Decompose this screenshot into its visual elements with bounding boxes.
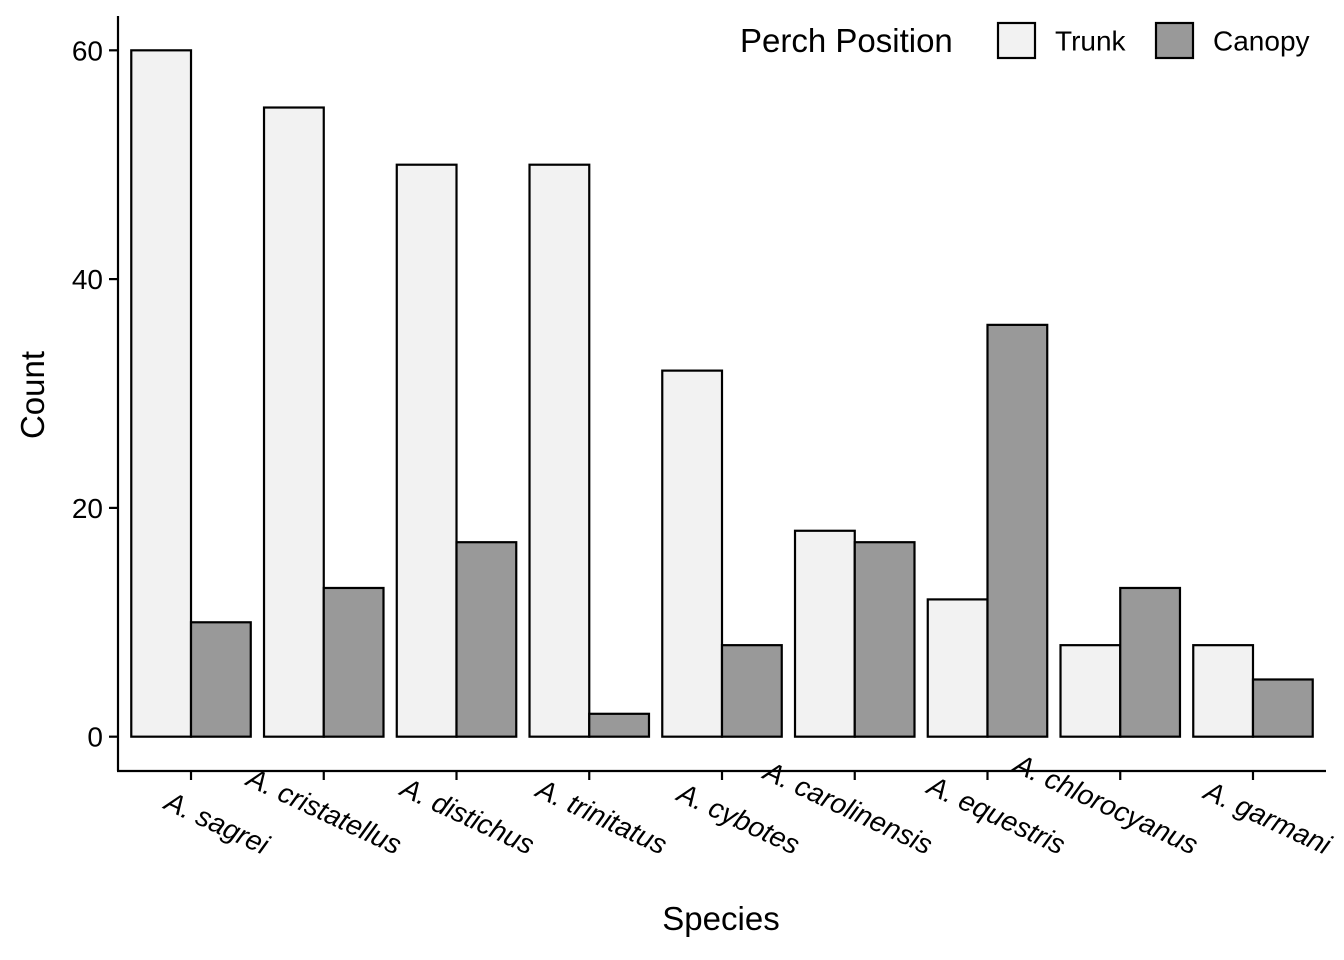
y-tick-label: 0 (87, 722, 103, 753)
y-tick-label: 20 (72, 493, 103, 524)
y-tick-label: 40 (72, 264, 103, 295)
legend-label-canopy: Canopy (1213, 26, 1310, 57)
bar-canopy-2 (455, 541, 518, 738)
legend-key-trunk (996, 21, 1037, 60)
legend-key-canopy (1154, 21, 1195, 60)
bar-canopy-4 (720, 644, 783, 738)
bar-trunk-7 (1059, 644, 1122, 738)
y-tick-label: 60 (72, 35, 103, 66)
bars-layer (130, 49, 1314, 738)
bar-trunk-0 (130, 49, 193, 738)
bar-trunk-3 (528, 163, 591, 738)
legend: Perch Position Trunk Canopy (740, 21, 1310, 60)
legend-title: Perch Position (740, 22, 953, 59)
x-tick-label: A. trinitatus (530, 772, 672, 860)
bar-canopy-8 (1251, 678, 1314, 738)
bar-canopy-5 (853, 541, 916, 738)
bar-canopy-1 (322, 586, 385, 738)
bar-trunk-4 (661, 369, 724, 738)
y-ticks: 0 20 40 60 (72, 35, 118, 753)
bar-trunk-8 (1192, 644, 1255, 738)
legend-items: Trunk Canopy (996, 21, 1310, 60)
x-tick-label: A. garmani (1198, 774, 1336, 860)
x-tick-label: A. distichus (394, 771, 539, 860)
bar-trunk-1 (262, 106, 325, 738)
bar-trunk-2 (395, 163, 458, 738)
bar-canopy-6 (986, 323, 1049, 738)
bar-trunk-5 (793, 529, 856, 738)
y-axis-title: Count (14, 351, 51, 439)
bar-canopy-3 (588, 712, 651, 738)
bar-canopy-0 (189, 621, 252, 738)
bar-trunk-6 (926, 598, 989, 738)
x-axis-title: Species (662, 900, 779, 937)
bar-canopy-7 (1119, 586, 1182, 738)
legend-label-trunk: Trunk (1055, 26, 1127, 57)
